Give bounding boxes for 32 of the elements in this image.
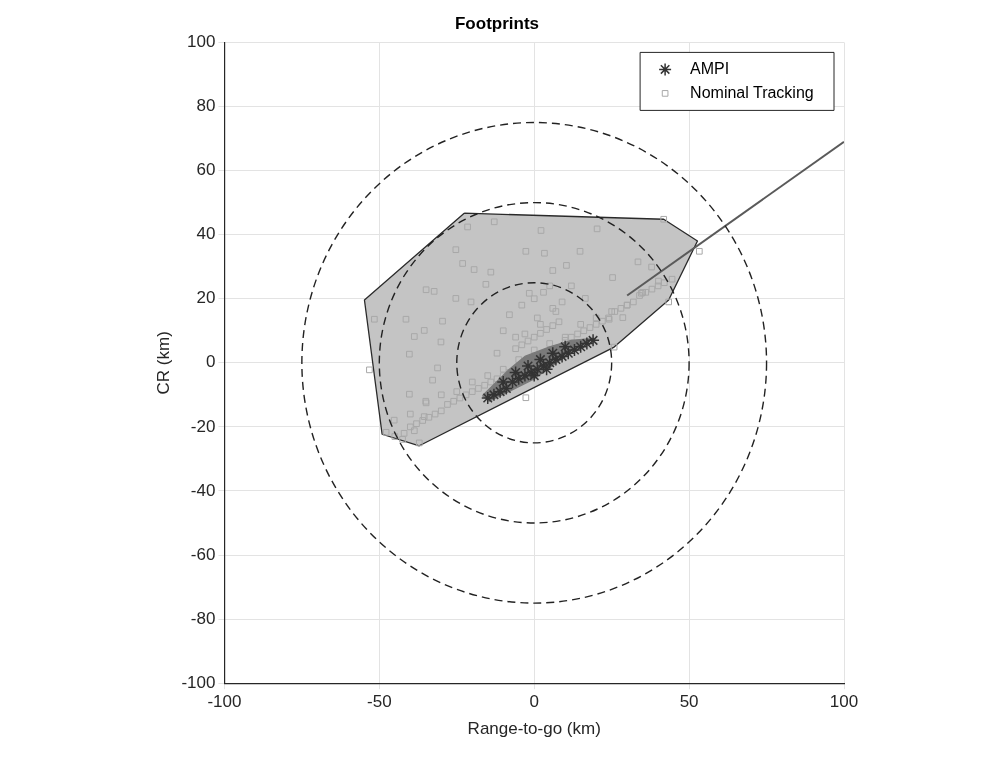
point xyxy=(573,340,588,354)
point xyxy=(480,391,495,405)
x-axis-title: Range-to-go (km) xyxy=(467,719,601,739)
point xyxy=(518,368,532,383)
y-tick-label: -60 xyxy=(190,544,216,564)
legend-label: AMPI xyxy=(690,59,730,77)
point xyxy=(586,333,600,348)
y-tick-label: 20 xyxy=(196,288,216,308)
point xyxy=(493,384,507,399)
y-tick-label: 80 xyxy=(196,96,216,116)
point xyxy=(567,343,582,357)
point xyxy=(505,375,520,389)
chart-title: Footprints xyxy=(454,13,540,33)
point xyxy=(542,356,557,370)
x-tick-label: 0 xyxy=(529,692,539,712)
y-tick-label: 40 xyxy=(196,224,216,244)
x-tick-label: 100 xyxy=(829,692,859,712)
y-tick-label: -20 xyxy=(190,416,216,436)
legend-label: Nominal Tracking xyxy=(690,83,814,101)
y-tick-label: -80 xyxy=(190,608,216,628)
y-tick-label: 100 xyxy=(187,32,216,52)
y-axis-title: CR (km) xyxy=(153,331,173,395)
y-tick-label: 0 xyxy=(205,352,216,372)
point xyxy=(487,388,501,402)
point xyxy=(530,362,545,376)
point xyxy=(555,349,569,364)
y-tick-label: -40 xyxy=(190,480,216,500)
y-tick-label: -100 xyxy=(181,672,216,692)
y-tick-label: 60 xyxy=(196,160,216,180)
point xyxy=(580,336,594,351)
x-tick-label: 50 xyxy=(679,692,699,712)
x-tick-label: -50 xyxy=(367,692,392,712)
